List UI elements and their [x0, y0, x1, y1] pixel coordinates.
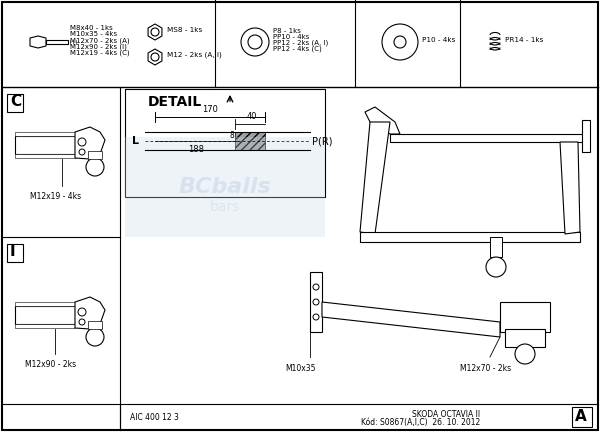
Text: PP12 - 2ks (A, I): PP12 - 2ks (A, I) [273, 40, 328, 47]
Bar [88, 321, 102, 329]
Text: PP12 - 4ks (C): PP12 - 4ks (C) [273, 46, 322, 53]
Polygon shape [75, 127, 105, 159]
Text: L: L [132, 136, 139, 146]
Bar [15, 306, 75, 324]
Bar [125, 89, 325, 197]
Circle shape [78, 308, 86, 316]
Polygon shape [30, 36, 46, 48]
Text: P8 - 1ks: P8 - 1ks [273, 28, 301, 34]
Circle shape [382, 24, 418, 60]
Bar [582, 120, 590, 152]
Bar [15, 302, 75, 306]
Bar [15, 324, 75, 328]
Text: I: I [10, 244, 16, 259]
Bar [7, 244, 23, 262]
Bar [310, 272, 322, 332]
Text: bars: bars [210, 200, 240, 214]
Bar [490, 237, 502, 257]
Text: M12x90 - 2ks (I): M12x90 - 2ks (I) [70, 43, 127, 50]
Text: M10x35 - 4ks: M10x35 - 4ks [70, 31, 117, 37]
Text: M12x19 - 4ks: M12x19 - 4ks [30, 192, 81, 201]
Bar [500, 302, 550, 332]
Text: M10x35: M10x35 [285, 364, 316, 373]
Text: MS8 - 1ks: MS8 - 1ks [167, 27, 202, 33]
Circle shape [86, 158, 104, 176]
Circle shape [86, 328, 104, 346]
Text: M12x70 - 2ks (A): M12x70 - 2ks (A) [70, 37, 130, 44]
Polygon shape [360, 122, 390, 234]
Text: Kód: S0867(A,I,C)  26. 10. 2012: Kód: S0867(A,I,C) 26. 10. 2012 [361, 418, 480, 427]
Circle shape [151, 53, 159, 61]
Circle shape [248, 35, 262, 49]
Text: M12x19 - 4ks (C): M12x19 - 4ks (C) [70, 49, 130, 55]
Circle shape [394, 36, 406, 48]
Circle shape [241, 28, 269, 56]
Text: M12x90 - 2ks: M12x90 - 2ks [25, 360, 76, 369]
Polygon shape [560, 142, 580, 234]
Circle shape [79, 149, 85, 155]
Polygon shape [148, 24, 162, 40]
Circle shape [515, 344, 535, 364]
Bar [15, 132, 75, 136]
Text: A: A [575, 409, 587, 424]
Text: PR14 - 1ks: PR14 - 1ks [505, 37, 544, 43]
Circle shape [79, 319, 85, 325]
Text: M12x70 - 2ks: M12x70 - 2ks [460, 364, 511, 373]
Text: AIC 400 12 3: AIC 400 12 3 [130, 413, 179, 422]
Bar [572, 407, 592, 427]
Bar [125, 137, 325, 237]
Text: M12 - 2ks (A, I): M12 - 2ks (A, I) [167, 52, 222, 58]
Text: SKODA OCTAVIA II: SKODA OCTAVIA II [412, 410, 480, 419]
Bar [15, 136, 75, 154]
Circle shape [313, 314, 319, 320]
Bar [88, 151, 102, 159]
Polygon shape [322, 302, 500, 337]
Text: M8x40 - 1ks: M8x40 - 1ks [70, 25, 113, 31]
Text: P(R): P(R) [312, 136, 332, 146]
Bar [390, 134, 585, 142]
Circle shape [78, 138, 86, 146]
Polygon shape [148, 49, 162, 65]
Text: 170: 170 [202, 105, 218, 114]
Text: BCballs: BCballs [179, 177, 271, 197]
Bar [7, 94, 23, 112]
Circle shape [151, 28, 159, 36]
Text: C: C [10, 94, 21, 109]
Bar [15, 154, 75, 158]
Circle shape [313, 284, 319, 290]
Circle shape [486, 257, 506, 277]
Bar [235, 132, 265, 150]
Bar [360, 232, 580, 242]
Text: PP10 - 4ks: PP10 - 4ks [273, 34, 310, 40]
Polygon shape [365, 107, 400, 134]
Polygon shape [75, 297, 105, 329]
Text: 8: 8 [230, 131, 235, 140]
Bar [505, 329, 545, 347]
Bar [46, 40, 68, 44]
Text: DETAIL: DETAIL [148, 95, 202, 109]
Text: 40: 40 [247, 112, 257, 121]
Text: P10 - 4ks: P10 - 4ks [422, 37, 455, 43]
Circle shape [313, 299, 319, 305]
Text: 188: 188 [188, 145, 204, 154]
